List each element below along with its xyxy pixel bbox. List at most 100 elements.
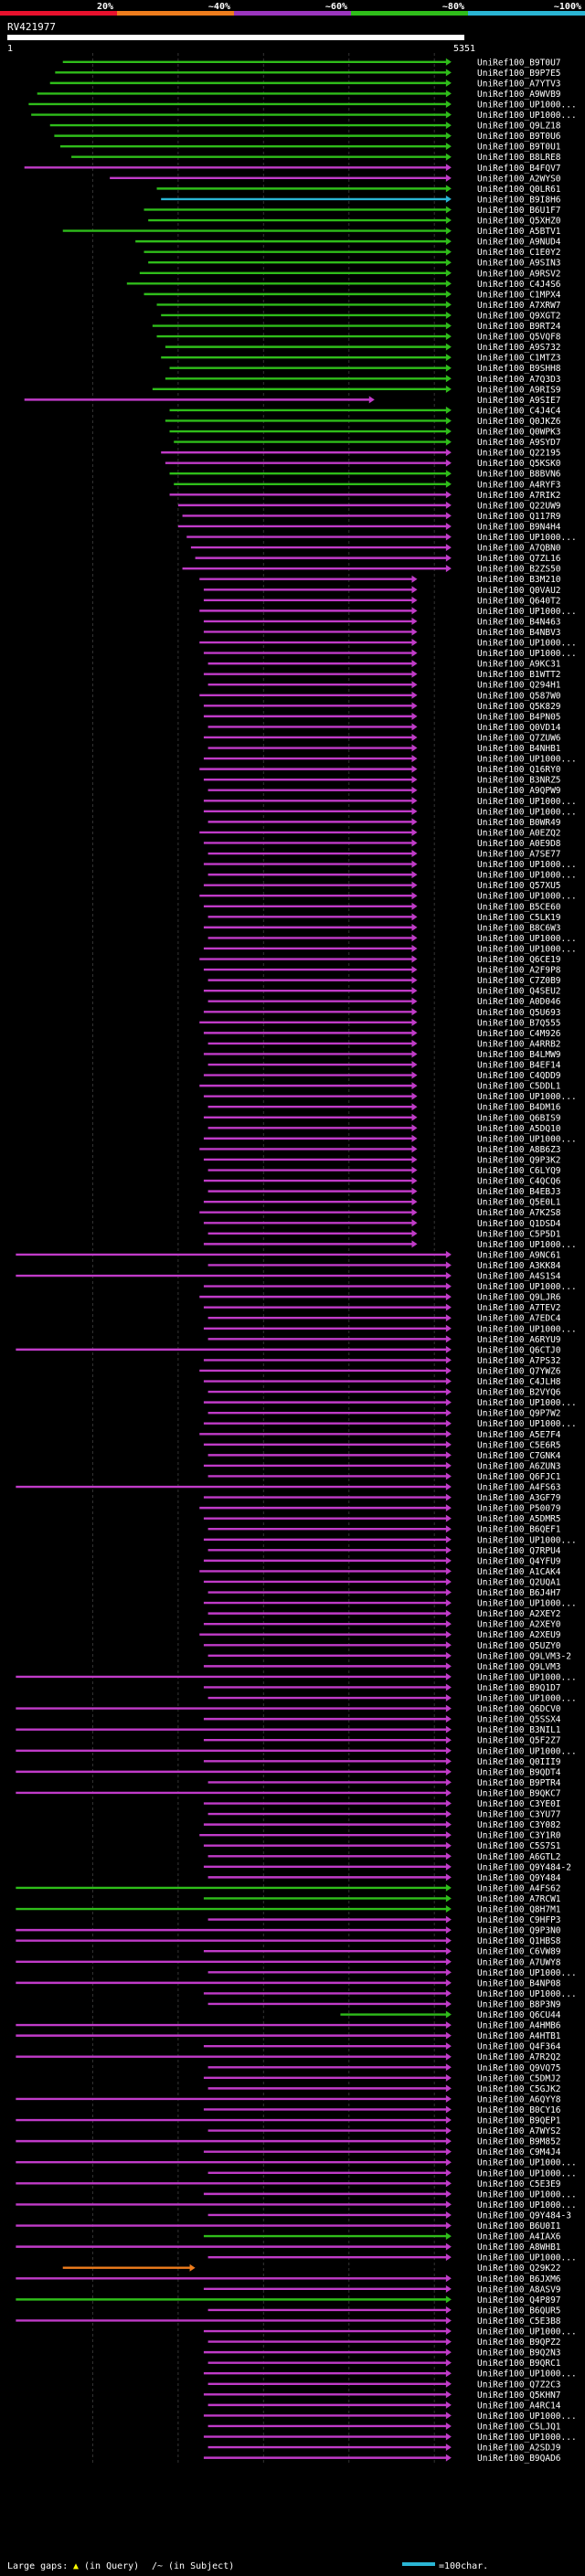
hit-arrow <box>445 238 452 246</box>
hit-arrow <box>411 923 418 931</box>
hit-arrow <box>411 892 418 900</box>
hit-arrow <box>411 828 418 836</box>
hit-arrow <box>445 470 452 478</box>
hit-arrow <box>445 2063 452 2072</box>
hit-arrow <box>445 1989 452 1998</box>
hit-arrow <box>445 1335 452 1343</box>
hit-label: UniRef100_A0E9D8 <box>477 839 561 849</box>
hit-label: UniRef100_A8B6Z3 <box>477 1145 561 1155</box>
hit-label: UniRef100_Q1HBS8 <box>477 1936 561 1946</box>
hit-label: UniRef100_A6GTL2 <box>477 1852 561 1862</box>
hit-label: UniRef100_A5BTV1 <box>477 227 561 237</box>
hit-arrow <box>411 976 418 984</box>
hit-label: UniRef100_UP1000... <box>477 1694 577 1704</box>
hit-arrow <box>445 2210 452 2219</box>
hit-arrow <box>445 164 452 172</box>
hit-label: UniRef100_UP1000... <box>477 2369 577 2380</box>
hit-arrow <box>445 2359 452 2367</box>
hit-arrow <box>445 2316 452 2325</box>
hit-arrow <box>411 987 418 995</box>
hit-arrow <box>445 2412 452 2420</box>
hit-label: UniRef100_A2F9P8 <box>477 966 561 976</box>
hit-arrow <box>411 1082 418 1090</box>
hit-arrow <box>411 1018 418 1026</box>
hit-label: UniRef100_B6QUR5 <box>477 2306 561 2316</box>
hit-arrow <box>411 1103 418 1111</box>
hit-label: UniRef100_C3YU77 <box>477 1810 561 1820</box>
hit-arrow <box>445 1419 452 1427</box>
hit-label: UniRef100_C6LYQ9 <box>477 1166 561 1176</box>
hit-arrow <box>445 227 452 235</box>
hit-label: UniRef100_Q6CU44 <box>477 2010 561 2020</box>
hit-arrow <box>445 132 452 140</box>
hit-label: UniRef100_Q587W0 <box>477 691 561 701</box>
hit-label: UniRef100_Q9LJR6 <box>477 1293 561 1303</box>
hit-arrow <box>445 1366 452 1374</box>
hit-arrow <box>411 1113 418 1121</box>
hit-arrow <box>411 1145 418 1153</box>
hit-arrow <box>445 2284 452 2293</box>
hit-arrow <box>445 322 452 330</box>
hit-arrow <box>445 1736 452 1744</box>
hit-label: UniRef100_A2XEY2 <box>477 1609 561 1619</box>
hit-label: UniRef100_A9SIN3 <box>477 259 561 269</box>
hit-arrow <box>445 2274 452 2283</box>
hit-arrow <box>445 1324 452 1332</box>
hit-arrow <box>445 1377 452 1385</box>
hit-arrow <box>445 565 452 573</box>
hit-arrow <box>445 2242 452 2251</box>
legend-segment <box>351 11 468 16</box>
hit-label: UniRef100_UP1000... <box>477 1134 577 1144</box>
hit-label: UniRef100_A9NUD4 <box>477 238 561 248</box>
hit-label: UniRef100_A6QYY8 <box>477 2094 561 2104</box>
hit-arrow <box>445 2327 452 2336</box>
hit-label: UniRef100_C5DMJ2 <box>477 2073 561 2083</box>
gridlines <box>91 53 435 2464</box>
hit-arrow <box>411 818 418 826</box>
hit-arrow <box>445 1451 452 1459</box>
hit-label: UniRef100_C5DDL1 <box>477 1082 561 1092</box>
hit-label: UniRef100_B9M852 <box>477 2137 561 2147</box>
hit-arrow <box>445 2454 452 2462</box>
hit-label: UniRef100_Q5K829 <box>477 702 561 712</box>
hit-label: UniRef100_UP1000... <box>477 2412 577 2422</box>
hit-arrow <box>445 417 452 425</box>
hit-arrow <box>445 438 452 446</box>
hit-arrow <box>445 153 452 161</box>
hit-arrow <box>445 459 452 467</box>
query-start: 1 <box>7 44 13 54</box>
hit-arrow <box>411 1008 418 1016</box>
hit-arrow <box>445 1725 452 1733</box>
hit-label: UniRef100_C4J4C4 <box>477 406 561 416</box>
hit-label: UniRef100_A9RSV2 <box>477 269 561 279</box>
hit-arrow <box>445 2137 452 2146</box>
hit-arrow <box>445 2232 452 2241</box>
hit-label: UniRef100_B4NHB1 <box>477 744 561 754</box>
hit-label: UniRef100_Q7Z2C3 <box>477 2380 561 2390</box>
hit-arrow <box>411 1061 418 1069</box>
hit-arrow <box>411 1177 418 1185</box>
hit-label: UniRef100_B9Q1D7 <box>477 1683 561 1693</box>
hit-label: UniRef100_Q5KHN7 <box>477 2390 561 2401</box>
legend-label: ~60% <box>325 2 347 12</box>
hit-label: UniRef100_UP1000... <box>477 2433 577 2443</box>
hit-arrow <box>445 343 452 351</box>
hit-arrow <box>445 1820 452 1829</box>
hit-label: UniRef100_A0D046 <box>477 997 561 1007</box>
hit-label: UniRef100_B9I8H6 <box>477 195 561 205</box>
legend-segment <box>0 11 117 16</box>
hit-arrow <box>368 396 375 404</box>
hit-label: UniRef100_B4EF14 <box>477 1061 561 1071</box>
hit-label: UniRef100_B4PN05 <box>477 712 561 722</box>
hit-arrow <box>445 2295 452 2304</box>
hit-arrow <box>445 2369 452 2378</box>
hit-arrow <box>445 1746 452 1754</box>
hit-arrow <box>445 301 452 309</box>
hit-arrow <box>445 1430 452 1438</box>
hit-label: UniRef100_A4RRB2 <box>477 1039 561 1049</box>
hit-arrow <box>445 1873 452 1882</box>
hit-label: UniRef100_UP1000... <box>477 755 577 765</box>
legend-label: ~80% <box>442 2 464 12</box>
hit-arrow <box>411 881 418 889</box>
